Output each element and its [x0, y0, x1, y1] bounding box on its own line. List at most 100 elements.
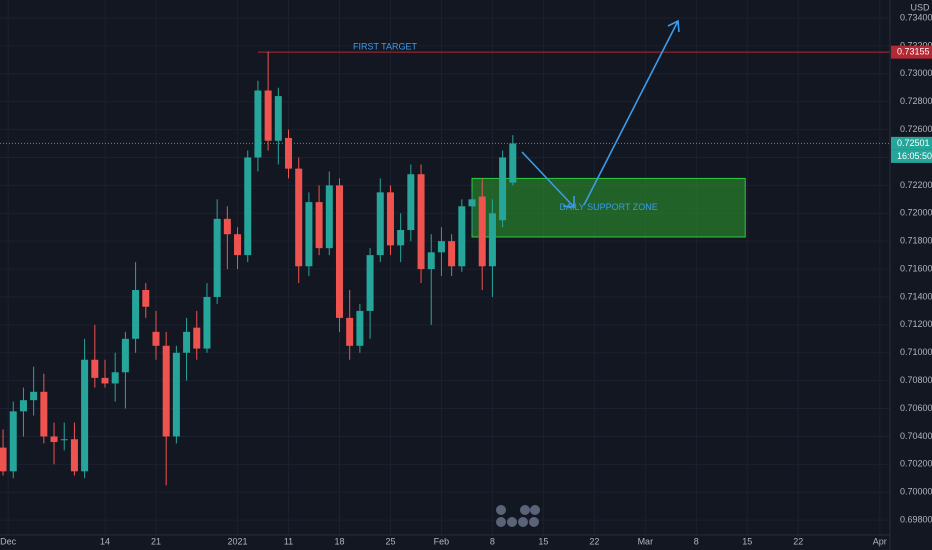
candle-body: [121, 338, 129, 373]
candle-body: [40, 391, 48, 437]
arrow-head: [667, 19, 680, 33]
arrow-head: [562, 196, 575, 208]
price-marker-label: 0.73155: [897, 47, 930, 57]
candle-body: [81, 359, 89, 472]
x-tick-label: 22: [793, 536, 803, 546]
candle-body: [101, 377, 109, 384]
y-tick-label: 0.70600: [900, 403, 932, 413]
y-tick-label: 0.71000: [900, 347, 932, 357]
event-icon: [520, 505, 530, 515]
event-icon: [518, 517, 528, 527]
x-tick-label: 25: [385, 536, 395, 546]
candle-body: [9, 411, 17, 472]
candle-body: [335, 185, 343, 318]
support-zone: [471, 177, 746, 238]
y-tick-label: 0.72800: [900, 96, 932, 106]
x-tick-label: Feb: [434, 536, 450, 546]
x-tick-label: 2021: [228, 536, 248, 546]
event-icon: [507, 517, 517, 527]
candle-body: [285, 137, 293, 169]
y-tick-label: 0.70400: [900, 431, 932, 441]
candle-body: [366, 255, 374, 311]
axis-layer: 0.69800 0.70000 0.70200 0.70400 0.70600 0.708…: [0, 12, 932, 546]
candle-body: [0, 447, 7, 472]
event-icon: [496, 517, 506, 527]
y-tick-label: 0.71200: [900, 319, 932, 329]
candle-body: [295, 168, 303, 267]
y-tick-label: 0.71800: [900, 236, 932, 246]
candles: [0, 51, 517, 486]
candle-body: [132, 289, 140, 339]
y-tick-label: 0.72000: [900, 208, 932, 218]
candle-body: [397, 230, 405, 246]
y-tick-label: 0.73000: [900, 68, 932, 78]
price-marker-box: [891, 45, 932, 59]
zone-label: DAILY SUPPORT ZONE: [559, 202, 657, 212]
candle-body: [142, 289, 150, 307]
x-tick-label: Dec: [0, 536, 17, 546]
event-icons: [496, 505, 540, 527]
candle-body: [111, 372, 119, 384]
countdown-box: [891, 149, 932, 163]
y-tick-label: 0.72600: [900, 124, 932, 134]
y-tick-label: 0.70800: [900, 375, 932, 385]
x-tick-label: 15: [742, 536, 752, 546]
candle-body: [386, 192, 394, 246]
y-tick-label: 0.70200: [900, 459, 932, 469]
candle-body: [274, 96, 282, 141]
x-tick-label: Apr: [873, 536, 887, 546]
candle-body: [437, 241, 445, 253]
x-tick-label: 18: [334, 536, 344, 546]
x-tick-label: 11: [284, 536, 293, 546]
candle-body: [60, 439, 68, 441]
price-marker-box: [891, 136, 932, 150]
candle-body: [427, 252, 435, 270]
candle-body: [458, 206, 466, 267]
candle-body: [91, 359, 99, 378]
candle-body: [376, 192, 384, 256]
event-icon: [529, 517, 539, 527]
candle-body: [315, 202, 323, 249]
y-tick-label: 0.73200: [900, 40, 932, 50]
candle-body: [305, 202, 313, 267]
y-tick-label: 0.70000: [900, 487, 932, 497]
y-tick-label: 0.72200: [900, 180, 932, 190]
candle-body: [478, 196, 486, 267]
candle-body: [203, 296, 211, 349]
x-tick-label: 14: [100, 536, 110, 546]
candle-body: [223, 218, 231, 235]
candle-body: [407, 174, 415, 231]
countdown-label: 16:05:50: [897, 151, 932, 161]
candle-body: [19, 400, 27, 412]
x-tick-label: 15: [538, 536, 548, 546]
candle-body: [50, 436, 58, 443]
candle-body: [30, 391, 38, 401]
candle-body: [417, 174, 425, 270]
candle-body: [162, 345, 170, 437]
candle-body: [264, 90, 272, 141]
event-icon: [530, 505, 540, 515]
candle-body: [172, 352, 180, 437]
arrows: [521, 19, 680, 208]
candle-body: [152, 331, 160, 346]
y-tick-label: 0.71600: [900, 263, 932, 273]
y-tick-label: 0.73400: [900, 12, 932, 22]
y-tick-label: 0.69800: [900, 515, 932, 525]
candle-body: [193, 327, 201, 349]
target-label: FIRST TARGET: [353, 42, 418, 52]
candle-body: [448, 241, 456, 267]
candle-body: [183, 331, 191, 353]
arrow-down: [521, 151, 575, 208]
x-tick-label: Mar: [638, 536, 654, 546]
price-axis: [890, 0, 932, 550]
candle-body: [468, 199, 476, 207]
event-icon: [496, 505, 506, 515]
candle-body: [244, 157, 252, 256]
x-tick-label: 22: [589, 536, 599, 546]
candle-body: [325, 185, 333, 249]
zone-layer: DAILY SUPPORT ZONE FIRST TARGET: [0, 42, 890, 238]
x-tick-label: 8: [490, 536, 495, 546]
candle-body: [488, 213, 496, 267]
